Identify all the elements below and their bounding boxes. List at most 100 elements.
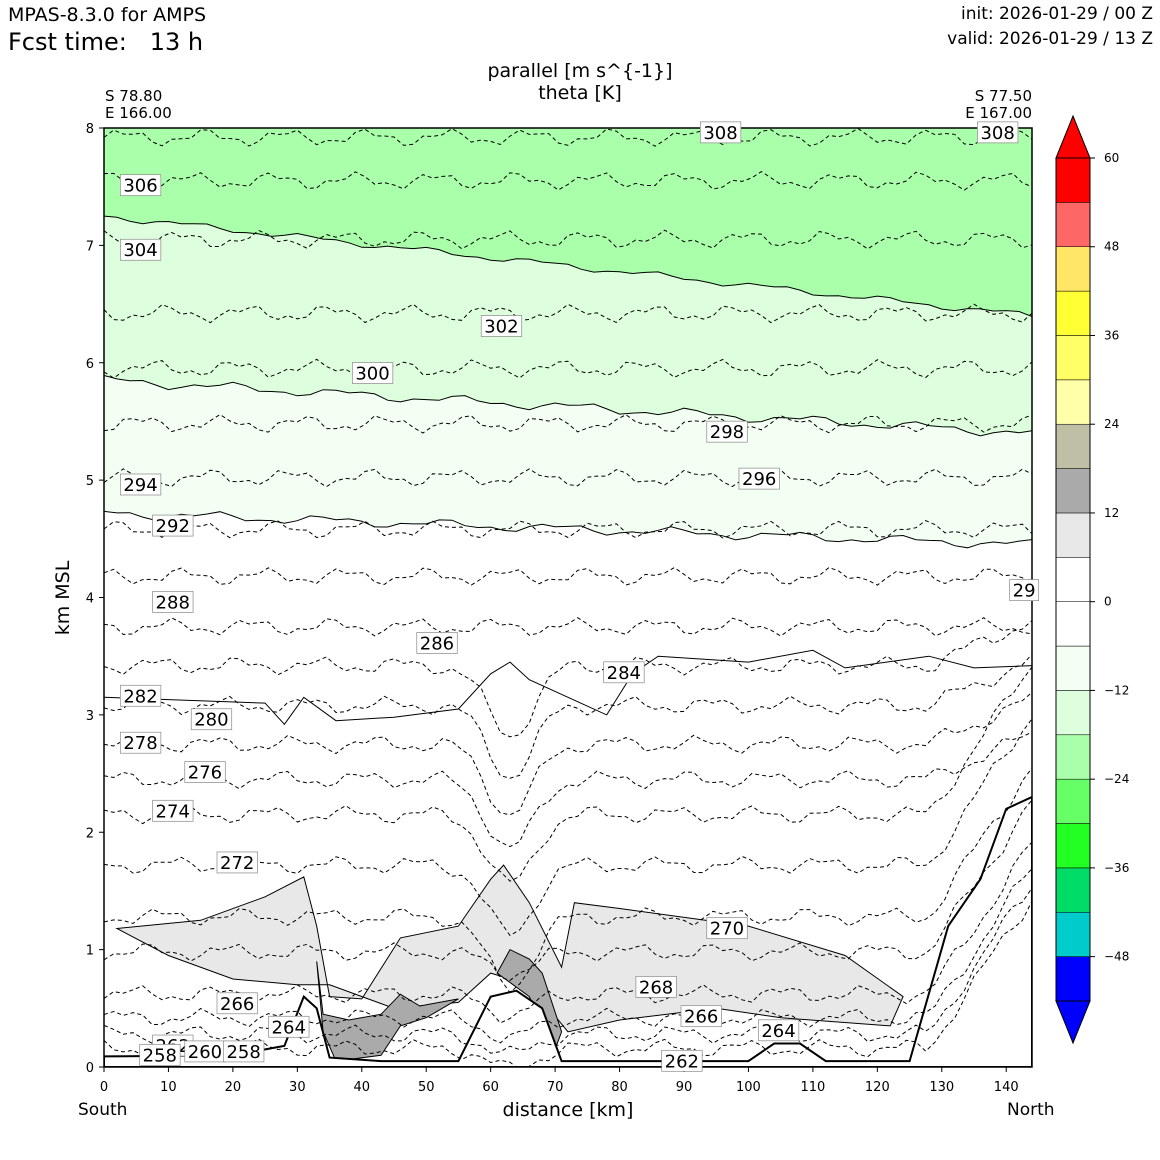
contour-label-box [635,976,677,998]
contour-label: 268 [639,977,673,998]
colorbar-tick-label: −48 [1104,950,1129,964]
contour-label: 286 [420,633,454,654]
contour-label: 288 [156,592,190,613]
contour-label-box [977,121,1019,144]
x-tick-label: 50 [418,1080,435,1095]
colorbar-tick-label: −36 [1104,861,1129,875]
contour-label: 276 [188,763,222,784]
colorbar-segment [1055,956,1091,1002]
x-tick-label: 10 [160,1080,177,1095]
theta-contour-line [104,868,1032,1044]
y-tick-label: 8 [86,122,94,137]
theta-contour-line [104,128,1032,147]
contour-label: 282 [123,686,157,707]
x-tick-label: 70 [547,1080,564,1095]
colorbar-segment [1055,246,1091,292]
colorbar-segment [1055,690,1091,736]
contour-label: 292 [156,516,190,537]
x-tick-label: 100 [736,1080,761,1095]
theta-contour-line [104,229,1032,250]
contour-label-box [119,473,162,496]
y-tick-label: 2 [86,826,94,841]
x-tick-label: 0 [100,1080,108,1095]
contour-label: 29 [1013,581,1036,602]
y-tick-label: 1 [86,944,94,959]
contour-label: 296 [742,469,776,490]
theta-contour-line [104,767,1032,994]
x-tick-label: 20 [225,1080,242,1095]
contour-label: 266 [684,1007,718,1028]
contour-label-box [680,1005,722,1028]
contour-label-box [190,708,233,731]
contour-label-box [416,632,458,654]
model-title: MPAS-8.3.0 for AMPS [8,4,207,26]
contour-label-box [480,315,523,337]
contour-label-box [119,684,162,707]
contour-label: 272 [220,853,254,874]
theta-contour-line [104,799,1032,981]
contour-label-box [706,420,748,443]
colorbar-tick-label: 24 [1104,417,1119,431]
colorbar-tick-label: 48 [1104,240,1119,254]
contour-label: 302 [484,317,518,338]
left-latitude: S 78.80 [105,87,163,105]
contour-label-box [351,362,394,384]
colorbar-tick-label: −24 [1104,772,1129,786]
colorbar-segment [1055,645,1091,691]
valid-time: valid: 2026-01-29 / 13 Z [947,29,1153,49]
contour-label: 278 [123,733,157,754]
colorbar-segment [1055,823,1091,869]
theta-contour-line [104,841,1032,1024]
y-tick-label: 7 [86,239,94,254]
chart-title-theta: theta [K] [538,82,622,104]
y-tick-label: 3 [86,709,94,724]
right-longitude: E 167.00 [965,104,1032,122]
init-time: init: 2026-01-29 / 00 Z [960,4,1153,24]
theta-contour-line [104,171,1032,191]
contour-label-box [139,1044,181,1066]
theta-contour-line [104,358,1032,379]
terrain-surface [104,795,1032,1067]
y-tick-label: 5 [86,474,94,489]
contour-label: 264 [761,1021,795,1042]
chart-title-parallel: parallel [m s^{-1}] [487,60,673,82]
colorbar-under-triangle [1055,1000,1091,1045]
contour-label-box [152,799,194,822]
x-axis-label: distance [km] [502,1099,634,1121]
colorbar: 60 48 36 24 12 0 −12 −24 −36 −48 [1055,114,1129,1045]
contour-label-box [119,174,162,197]
colorbar-over-triangle [1055,114,1091,159]
colorbar-tick-label: 60 [1104,151,1119,165]
wind-contour-line [104,510,1032,549]
left-longitude: E 166.00 [105,104,172,122]
theta-contour-line [104,900,1032,1067]
contour-label: 300 [355,363,389,384]
north-label: North [1007,1100,1055,1120]
contour-label-box [699,121,742,144]
contour-label: 264 [272,1017,306,1038]
theta-contour-line [104,887,1032,1054]
contour-label-box [152,591,194,613]
contour-label: 306 [123,176,157,197]
colorbar-segment [1055,468,1091,514]
x-tick-label: 130 [929,1080,954,1095]
x-tick-label: 40 [354,1080,371,1095]
contour-label-box [216,851,258,874]
theta-contour-line [104,653,1032,779]
colorbar-border [1055,157,1091,1002]
contour-label-box [1009,579,1040,601]
contour-label: 298 [710,422,744,443]
contour-label-box [738,467,780,490]
contour-label: 294 [123,475,157,496]
contour-label: 270 [710,919,744,940]
colorbar-segment [1055,778,1091,824]
x-tick-label: 60 [482,1080,499,1095]
colorbar-tick-label: 12 [1104,506,1119,520]
theta-contour-line [104,731,1032,848]
colorbar-tick-label: −12 [1104,683,1129,697]
x-tick-label: 140 [994,1080,1019,1095]
axes: 0 10 20 30 40 50 60 70 80 90 100 110 120 130 140 0 1 2 3 4 5… [86,122,1019,1095]
theta-contour-line [104,620,1032,738]
contour-label-box [119,238,162,261]
